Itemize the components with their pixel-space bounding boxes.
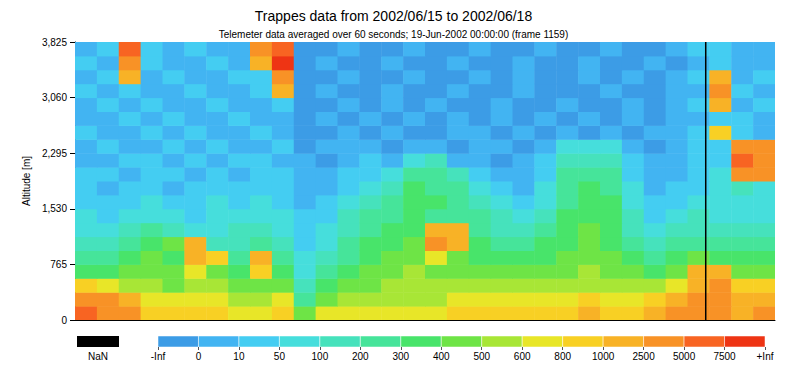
svg-text:100: 100 <box>312 351 329 362</box>
svg-text:200: 200 <box>352 351 369 362</box>
svg-text:800: 800 <box>554 351 571 362</box>
svg-text:Telemeter data averaged over 6: Telemeter data averaged over 60 seconds;… <box>219 29 568 40</box>
svg-text:NaN: NaN <box>88 351 108 362</box>
svg-text:0: 0 <box>196 351 202 362</box>
svg-text:1000: 1000 <box>592 351 615 362</box>
svg-text:765: 765 <box>50 259 67 270</box>
svg-text:Trappes data from 2002/06/15 t: Trappes data from 2002/06/15 to 2002/06/… <box>255 8 533 24</box>
svg-text:400: 400 <box>433 351 450 362</box>
svg-text:Altitude [m]: Altitude [m] <box>21 156 32 206</box>
svg-text:7500: 7500 <box>713 351 736 362</box>
svg-text:-Inf: -Inf <box>151 351 166 362</box>
svg-text:600: 600 <box>514 351 531 362</box>
svg-text:3,060: 3,060 <box>42 92 67 103</box>
svg-text:5000: 5000 <box>673 351 696 362</box>
svg-text:500: 500 <box>473 351 490 362</box>
svg-text:0: 0 <box>61 315 67 326</box>
svg-text:10: 10 <box>233 351 245 362</box>
svg-text:2500: 2500 <box>632 351 655 362</box>
svg-text:2,295: 2,295 <box>42 148 67 159</box>
svg-text:1,530: 1,530 <box>42 203 67 214</box>
svg-text:50: 50 <box>274 351 286 362</box>
svg-text:+Inf: +Inf <box>757 351 774 362</box>
svg-text:300: 300 <box>392 351 409 362</box>
svg-text:3,825: 3,825 <box>42 37 67 48</box>
